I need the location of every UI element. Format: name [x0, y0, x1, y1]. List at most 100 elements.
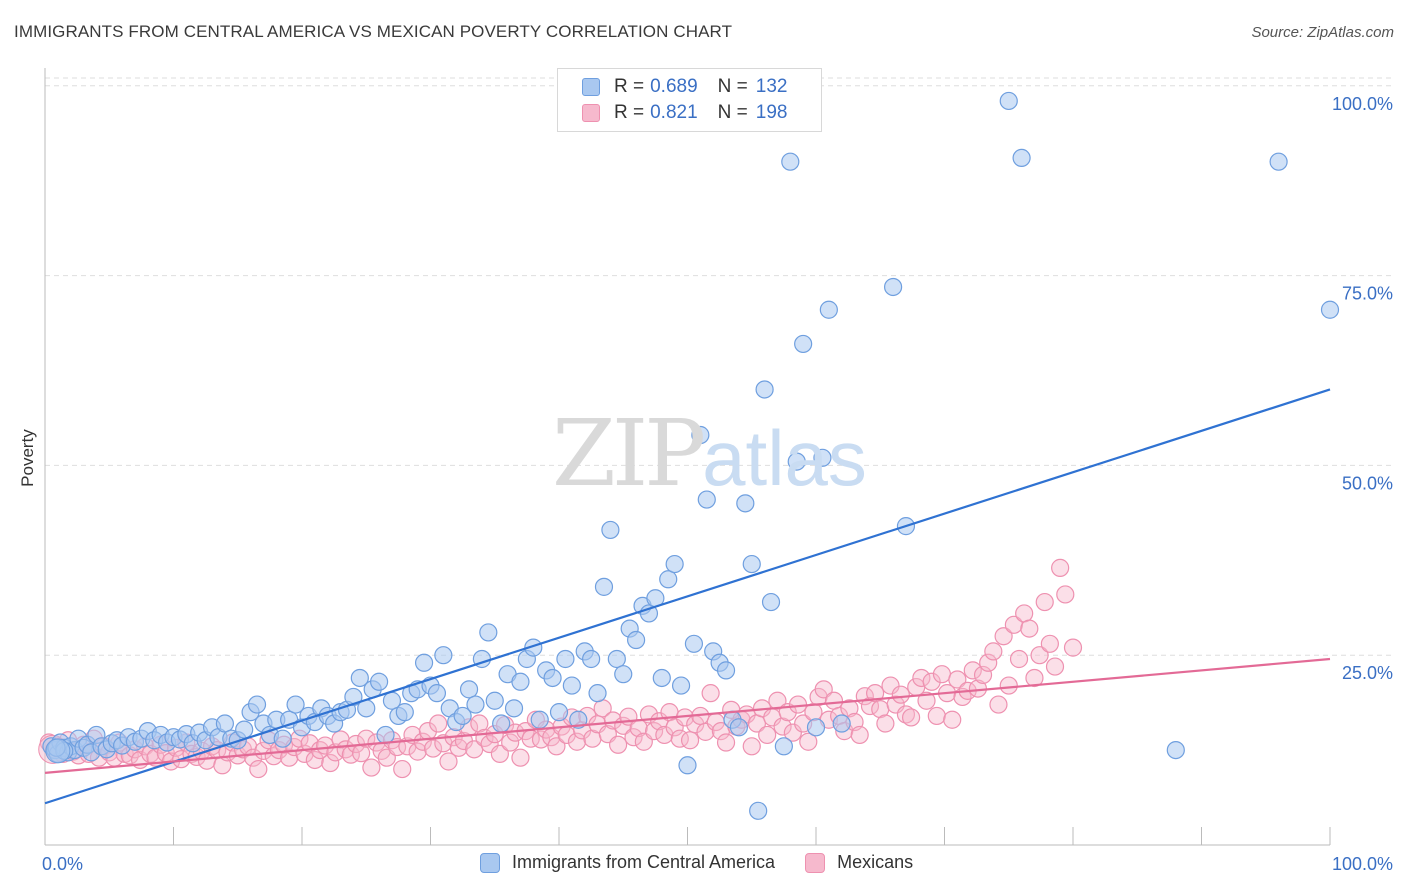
trend-lines	[44, 388, 1331, 805]
central-america-point	[344, 687, 363, 707]
tick-labels: 25.0% 50.0% 75.0% 100.0% 0.0% 100.0% Poverty	[18, 94, 1393, 874]
central-america-point	[883, 277, 903, 297]
central-america-point	[350, 668, 369, 688]
central-america-point	[504, 699, 524, 718]
mexicans-point	[742, 737, 761, 756]
mexicans-point	[896, 705, 916, 724]
mexicans-point	[917, 691, 936, 710]
central-america-point	[671, 676, 691, 695]
mexicans-point	[393, 759, 412, 779]
mexicans-point	[1063, 638, 1083, 657]
mexicans-point	[609, 735, 628, 754]
pink-swatch	[805, 852, 826, 873]
central-america-point	[556, 649, 575, 669]
watermark-atlas: atlas	[702, 414, 867, 502]
pink-swatch	[582, 104, 600, 122]
blue-swatch	[480, 852, 500, 873]
central-america-point	[1269, 152, 1288, 171]
central-america-point	[286, 695, 305, 714]
series-legend: Immigrants from Central America Mexicans	[480, 852, 943, 873]
watermark: ZIPatlas	[552, 400, 867, 507]
central-america-point	[543, 668, 562, 688]
mexicans-point	[567, 732, 587, 751]
central-america-point	[511, 672, 530, 691]
mexicans-point	[413, 732, 432, 751]
legend-n-value: 198	[755, 102, 788, 123]
central-america-point	[749, 801, 768, 820]
central-america-point	[594, 577, 614, 596]
legend-r-value: 0.689	[650, 76, 698, 97]
central-america-points	[42, 91, 1340, 820]
mexicans-point	[901, 708, 921, 727]
mexicans-point	[280, 748, 299, 767]
central-america-point	[1012, 148, 1031, 168]
mexicans-point	[1030, 646, 1049, 665]
source-label: Source: ZipAtlas.com	[1251, 24, 1394, 41]
mexicans-point	[305, 750, 324, 770]
central-america-point	[736, 494, 755, 513]
mexicans-point	[989, 695, 1008, 714]
mexicans-point	[316, 736, 335, 755]
gridlines	[45, 77, 1392, 656]
central-america-point	[395, 703, 414, 722]
central-america-point	[813, 448, 832, 467]
mexicans-point	[768, 691, 787, 710]
mexicans-point	[912, 668, 931, 688]
central-america-point	[273, 729, 292, 748]
legend-item-central-america: Immigrants from Central America	[480, 852, 775, 873]
chart-title: IMMIGRANTS FROM CENTRAL AMERICA VS MEXIC…	[14, 22, 733, 41]
mexicans-point	[547, 737, 566, 756]
legend-r-label: R =	[614, 102, 645, 123]
mexicans-point	[922, 672, 941, 691]
mexicans-point	[984, 642, 1003, 661]
mexicans-point	[932, 665, 952, 684]
central-america-point	[549, 703, 569, 722]
mexicans-point	[701, 684, 720, 703]
mexicans-point	[1045, 657, 1065, 676]
central-america-point	[742, 554, 761, 574]
mexicans-point	[1015, 604, 1034, 623]
mexicans-point	[1025, 668, 1044, 688]
mexicans-point	[644, 722, 664, 741]
mexicans-point	[249, 759, 268, 779]
central-america-point	[414, 653, 434, 672]
mexicans-point	[439, 752, 458, 771]
central-america-point	[427, 684, 447, 703]
mexicans-point	[773, 717, 792, 736]
mexicans-point	[799, 732, 818, 751]
central-america-point	[376, 725, 395, 745]
central-america-point	[774, 737, 793, 756]
y-tick-label: 75.0%	[1342, 284, 1393, 304]
central-america-point	[1320, 300, 1340, 319]
mexicans-point	[999, 676, 1018, 695]
mexicans-point	[362, 758, 381, 777]
central-america-point	[614, 665, 633, 684]
central-america-point	[215, 714, 234, 733]
central-america-point	[832, 714, 851, 733]
central-america-point	[459, 680, 479, 699]
central-america-point	[588, 684, 607, 703]
blue-swatch	[582, 78, 600, 96]
mexicans-point	[603, 711, 623, 730]
central-america-point	[999, 91, 1018, 111]
mexicans-point	[490, 744, 509, 763]
central-america-point	[1166, 740, 1185, 760]
mexicans-point	[716, 733, 736, 752]
central-america-point	[235, 720, 254, 739]
central-america-trend-line	[44, 388, 1331, 805]
mexicans-point	[876, 714, 895, 733]
mexicans-point	[840, 699, 859, 718]
mexicans-point	[979, 653, 998, 672]
central-america-point	[582, 649, 601, 669]
mexicans-point	[300, 734, 319, 753]
mexicans-point	[321, 753, 340, 773]
mexicans-point	[624, 728, 643, 747]
legend-item-mexicans: Mexicans	[805, 852, 913, 873]
central-america-point	[492, 714, 511, 733]
mexicans-point	[1035, 592, 1054, 612]
mexicans-point	[881, 676, 900, 695]
y-tick-label: 50.0%	[1342, 473, 1393, 493]
mexicans-point	[1056, 585, 1075, 604]
central-america-point	[247, 695, 267, 714]
